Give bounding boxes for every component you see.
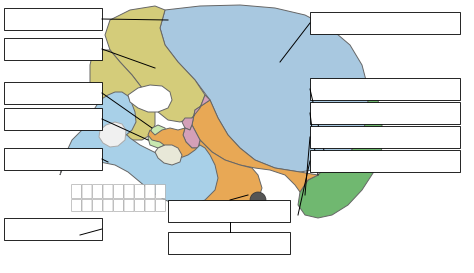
Polygon shape — [183, 125, 200, 148]
FancyBboxPatch shape — [124, 185, 134, 198]
Polygon shape — [128, 85, 172, 112]
FancyBboxPatch shape — [4, 8, 102, 30]
Polygon shape — [60, 118, 218, 205]
FancyBboxPatch shape — [82, 185, 92, 198]
FancyBboxPatch shape — [168, 200, 290, 222]
Polygon shape — [196, 140, 262, 215]
Polygon shape — [148, 128, 198, 165]
FancyBboxPatch shape — [103, 200, 113, 212]
Polygon shape — [182, 95, 210, 130]
FancyBboxPatch shape — [145, 185, 155, 198]
Polygon shape — [99, 122, 126, 147]
FancyBboxPatch shape — [310, 102, 460, 124]
FancyBboxPatch shape — [4, 148, 102, 170]
FancyBboxPatch shape — [124, 200, 134, 212]
FancyBboxPatch shape — [113, 185, 124, 198]
Polygon shape — [148, 125, 168, 148]
FancyBboxPatch shape — [92, 200, 102, 212]
Polygon shape — [160, 5, 368, 172]
Polygon shape — [192, 100, 318, 192]
Polygon shape — [155, 145, 182, 165]
FancyBboxPatch shape — [310, 78, 460, 100]
FancyBboxPatch shape — [113, 200, 124, 212]
FancyBboxPatch shape — [92, 185, 102, 198]
FancyBboxPatch shape — [168, 232, 290, 254]
FancyBboxPatch shape — [310, 12, 460, 34]
FancyBboxPatch shape — [82, 200, 92, 212]
FancyBboxPatch shape — [72, 185, 82, 198]
FancyBboxPatch shape — [4, 82, 102, 104]
Polygon shape — [90, 50, 155, 140]
Polygon shape — [298, 88, 382, 218]
Polygon shape — [105, 6, 205, 122]
FancyBboxPatch shape — [103, 185, 113, 198]
FancyBboxPatch shape — [72, 200, 82, 212]
FancyBboxPatch shape — [310, 126, 460, 148]
FancyBboxPatch shape — [310, 150, 460, 172]
FancyBboxPatch shape — [155, 200, 165, 212]
FancyBboxPatch shape — [4, 108, 102, 130]
FancyBboxPatch shape — [4, 38, 102, 60]
FancyBboxPatch shape — [145, 200, 155, 212]
FancyBboxPatch shape — [135, 200, 145, 212]
FancyBboxPatch shape — [4, 218, 102, 240]
FancyBboxPatch shape — [135, 185, 145, 198]
Polygon shape — [88, 92, 136, 138]
Circle shape — [250, 192, 266, 208]
FancyBboxPatch shape — [155, 185, 165, 198]
